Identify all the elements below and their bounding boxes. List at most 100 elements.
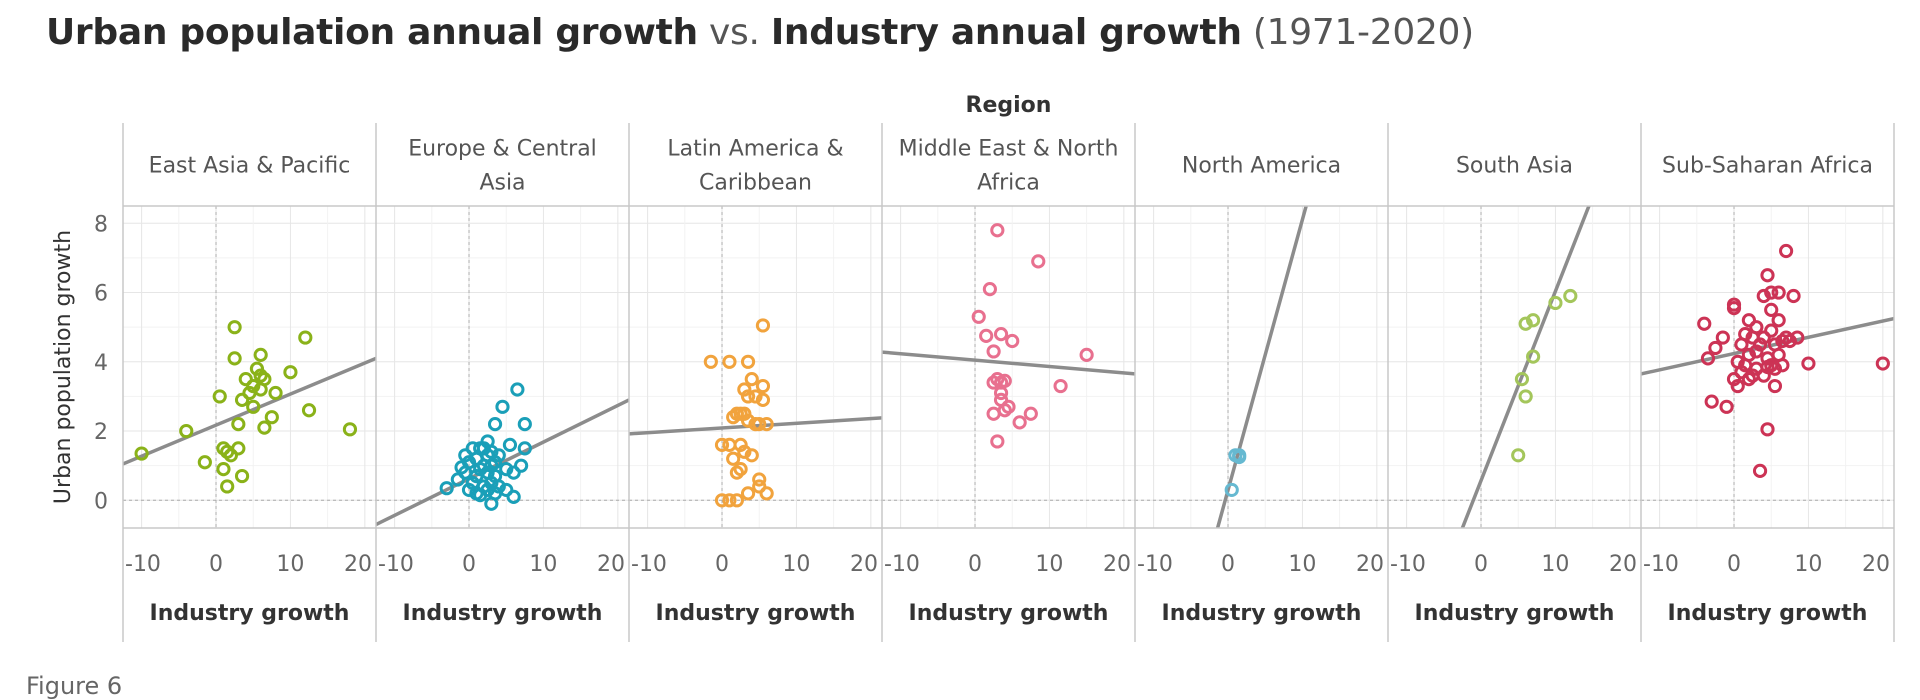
data-point [234, 392, 250, 407]
data-point [1697, 316, 1712, 331]
panel-header-line: Sub-Saharan Africa [1662, 154, 1873, 179]
data-point [1756, 330, 1771, 345]
x-tick-label: -10 [1137, 552, 1173, 577]
data-point [726, 451, 741, 466]
data-point [342, 422, 358, 437]
data-point [752, 479, 767, 494]
trend-line [376, 398, 629, 527]
data-point [1875, 356, 1890, 371]
x-tick-label: 0 [462, 552, 476, 577]
data-point [997, 373, 1012, 388]
data-point [1752, 463, 1768, 478]
data-point [1719, 399, 1734, 414]
y-tick-label-2: 2 [94, 420, 108, 445]
x-tick-label: 0 [1474, 552, 1488, 577]
data-point [1760, 422, 1775, 437]
data-point [1563, 288, 1578, 304]
x-tick-label: 10 [529, 552, 557, 577]
data-point [268, 385, 283, 401]
trend-line [1641, 316, 1894, 376]
data-point [227, 351, 242, 366]
data-point [1012, 415, 1027, 430]
data-point [1700, 351, 1716, 366]
data-point [729, 493, 744, 508]
data-point [487, 417, 503, 432]
data-point [1031, 254, 1046, 269]
data-point [458, 465, 473, 480]
data-point [1001, 399, 1016, 414]
chart-title: Urban population annual growth vs. Indus… [46, 12, 1474, 53]
data-point [134, 446, 149, 461]
data-point [179, 423, 194, 439]
x-axis-title: Industry growth [1162, 601, 1362, 626]
data-point [1518, 316, 1533, 331]
data-point [499, 462, 514, 477]
panel-frames [122, 123, 1895, 642]
x-tick-label: 20 [1609, 552, 1637, 577]
data-point [1779, 243, 1794, 259]
x-axis-title: Industry growth [403, 601, 603, 626]
x-axis-title: Industry growth [656, 601, 856, 626]
data-point [1764, 285, 1779, 300]
data-point [231, 441, 246, 456]
data-point [450, 472, 465, 487]
data-point [1771, 285, 1786, 300]
x-tick-label: 20 [344, 552, 372, 577]
title-part-2: vs. [709, 12, 760, 53]
data-point [1786, 288, 1801, 304]
data-point [1511, 448, 1526, 463]
data-point [283, 365, 298, 380]
data-point [461, 482, 477, 498]
x-tick-label: -10 [1643, 552, 1679, 577]
data-point [744, 448, 759, 463]
data-point [1741, 347, 1756, 362]
x-tick-label: 0 [715, 552, 729, 577]
data-point [1514, 372, 1530, 387]
data-point [1726, 372, 1742, 387]
x-tick-label: 10 [1035, 552, 1063, 577]
data-point [487, 455, 503, 470]
panel-header-line: East Asia & Pacific [149, 154, 351, 179]
data-point [1708, 340, 1723, 356]
figure-caption: Figure 6 [26, 672, 123, 700]
title-part-3: Industry annual growth [770, 12, 1242, 53]
data-point [1224, 482, 1239, 498]
x-tick-label: 20 [1356, 552, 1384, 577]
data-point [752, 472, 767, 487]
panel-header-line: Latin America & [667, 137, 843, 162]
panel-sub-saharan-africa: Sub-Saharan Africa -10 0 10 20 Industry growt… [1641, 154, 1894, 626]
data-point [517, 441, 532, 456]
x-tick-label: 10 [1541, 552, 1569, 577]
data-point [722, 437, 737, 453]
panel-header-line: Middle East & North [899, 137, 1119, 162]
data-point [1749, 344, 1764, 359]
data-point [744, 372, 759, 387]
data-point [1526, 349, 1541, 364]
data-point [301, 403, 317, 418]
data-point [990, 434, 1005, 449]
data-point [212, 389, 227, 404]
x-tick-label: 0 [1727, 552, 1741, 577]
data-point [714, 437, 730, 453]
data-point [1526, 313, 1541, 328]
data-point [506, 489, 521, 504]
data-point [1726, 297, 1742, 312]
data-point [1548, 295, 1563, 311]
data-point [1790, 330, 1805, 345]
data-point [1053, 378, 1068, 394]
panel-middle-east-north-africa: Middle East & North Africa -10 0 10 20 Industr… [882, 137, 1135, 626]
x-tick-label: -10 [378, 552, 414, 577]
data-point [495, 399, 510, 414]
panel-header-line: Europe & Central [408, 137, 597, 162]
data-point [1738, 327, 1753, 342]
x-tick-label: 20 [597, 552, 625, 577]
x-tick-label: 10 [782, 552, 810, 577]
panel-europe-central-asia: Europe & Central Asia -10 0 10 20 Industry gro… [376, 137, 629, 626]
data-point [1771, 313, 1786, 328]
data-point [1764, 302, 1779, 317]
data-point [703, 354, 718, 369]
data-point [246, 378, 261, 394]
data-point [1767, 378, 1783, 394]
data-point [1760, 268, 1775, 283]
data-point [510, 382, 525, 397]
